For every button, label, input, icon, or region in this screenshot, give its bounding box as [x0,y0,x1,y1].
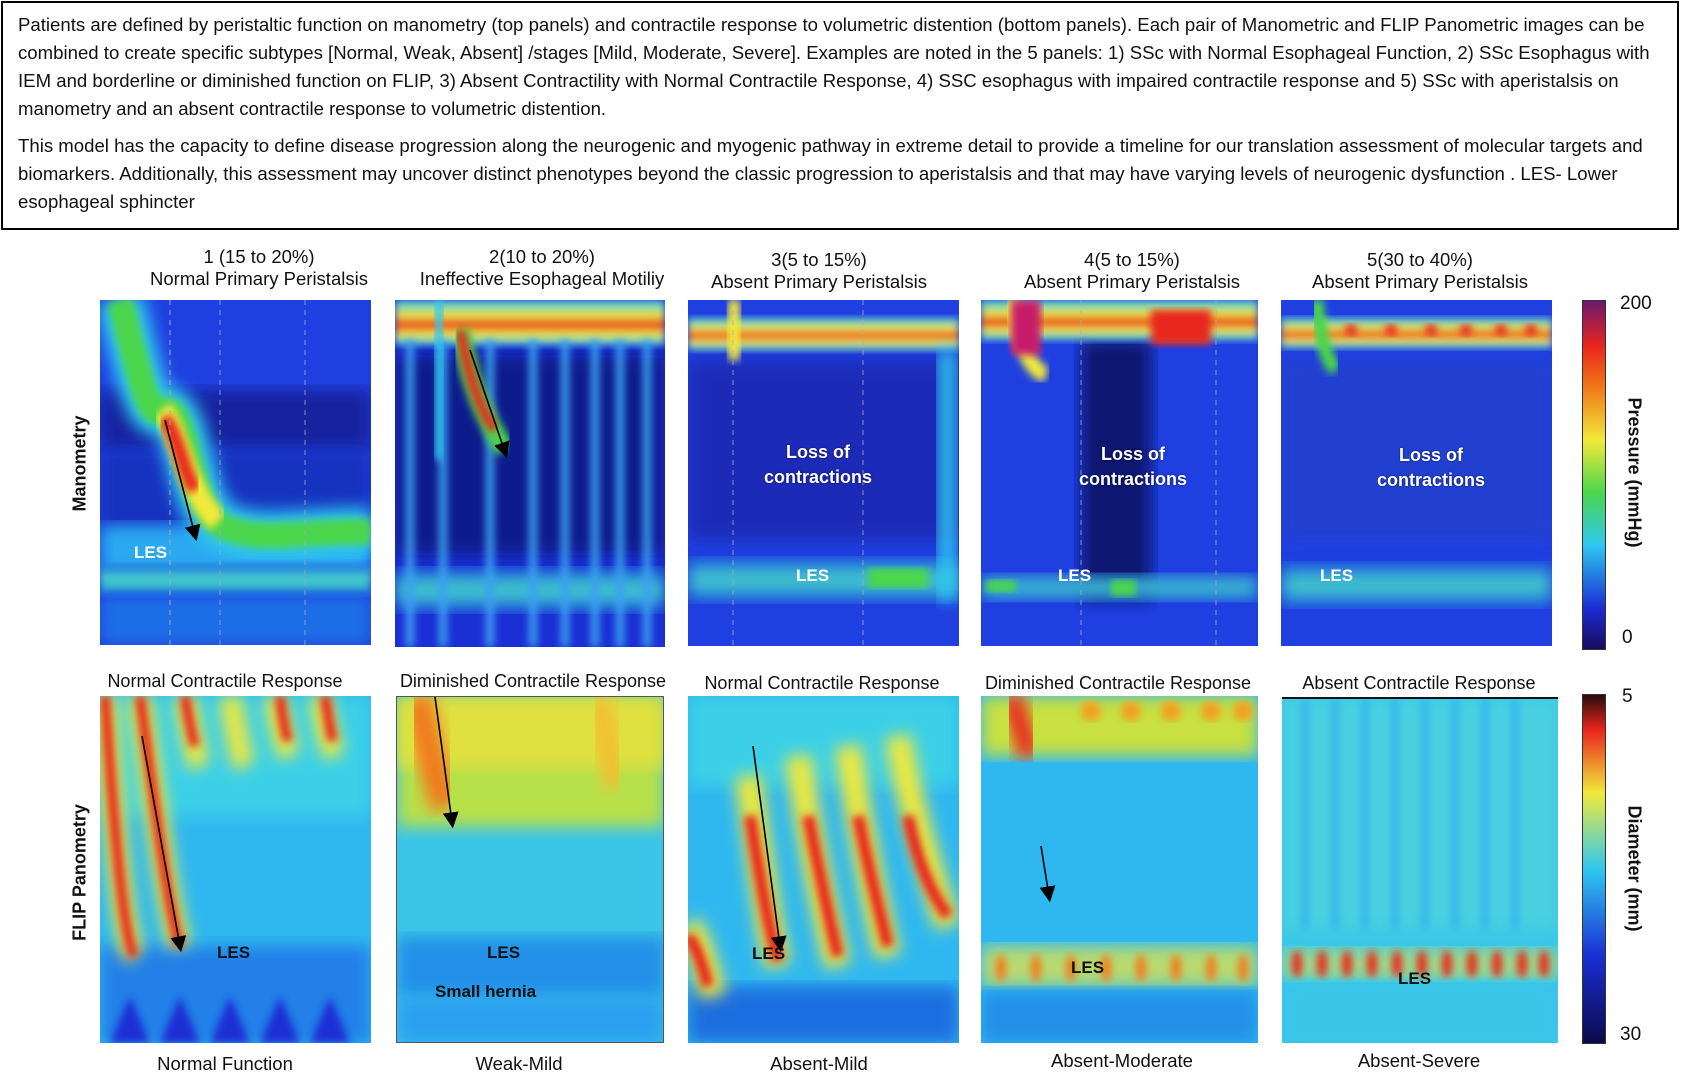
loss-label-5: Loss of contractions [1361,443,1501,493]
les-label-mano-4: LES [1058,566,1092,585]
loss-label-3-line2: contractions [763,467,873,487]
row-label-manometry: Manometry [69,415,90,512]
loss-label-4-line1: Loss of [1100,444,1165,464]
panel-3-header: 3(5 to 15%) Absent Primary Peristalsis [674,249,964,293]
flip-panel-3: LES [688,696,959,1043]
pressure-colorbar-title: Pressure (mmHg) [1624,397,1645,548]
les-label-flip-3: LES [752,944,786,963]
small-hernia-label: Small hernia [435,982,537,1001]
loss-label-3-line1: Loss of [785,442,850,462]
diameter-top-tick: 5 [1622,686,1633,707]
manometry-panel-5: Loss of contractions LES [1281,300,1552,646]
panel-2-stage: Weak-Mild [475,1053,563,1074]
panel-1-stage: Normal Function [157,1053,293,1074]
panel-4-header: 4(5 to 15%) Absent Primary Peristalsis [987,249,1277,293]
manometry-panel-4: Loss of contractions LES [981,300,1258,646]
panel-5-mano-title: Absent Primary Peristalsis [1312,271,1528,292]
diameter-colorbar [1582,694,1606,1044]
panel-2-flip-title: Diminished Contractile Response [399,671,667,691]
les-label-flip-5: LES [1398,969,1432,988]
description-paragraph-2: This model has the capacity to define di… [18,135,1643,212]
les-label-mano-3: LES [796,566,830,585]
pressure-colorbar [1582,300,1606,650]
panel-5-stage: Absent-Severe [1357,1050,1481,1071]
panel-3-number: 3(5 to 15%) [771,249,867,270]
loss-label-4: Loss of contractions [1063,442,1203,492]
pressure-min-tick: 0 [1622,627,1633,648]
loss-label-5-line2: contractions [1376,470,1486,490]
panel-4-mano-title: Absent Primary Peristalsis [1024,271,1240,292]
panel-1-mano-title: Normal Primary Peristalsis [150,268,368,289]
les-label-mano-5: LES [1320,566,1354,585]
flip-panel-5: LES [1282,697,1558,1043]
panel-1-header: 1 (15 to 20%) Normal Primary Peristalsis [114,246,404,290]
panel-1-flip-title: Normal Contractile Response [107,671,343,691]
les-label-flip-4: LES [1071,958,1105,977]
panel-4-flip-title: Diminished Contractile Response [984,673,1252,693]
manometry-panel-2 [395,300,665,647]
description-paragraph-1: Patients are defined by peristaltic func… [18,14,1650,119]
panel-2-header: 2(10 to 20%) Ineffective Esophageal Moti… [397,246,687,290]
les-label-mano-1: LES [134,543,168,562]
flip-panel-4: LES [981,696,1258,1043]
panel-2-number: 2(10 to 20%) [489,246,595,267]
manometry-panel-3: Loss of contractions LES [688,300,959,646]
row-label-flip: FLIP Panometry [69,804,90,941]
les-label-flip-1: LES [217,943,251,962]
panel-3-flip-title: Normal Contractile Response [704,673,940,693]
les-label-flip-2: LES [487,943,521,962]
loss-label-4-line2: contractions [1078,469,1188,489]
panel-1-number: 1 (15 to 20%) [203,246,315,267]
panel-3-mano-title: Absent Primary Peristalsis [711,271,927,292]
loss-label-3: Loss of contractions [748,440,888,490]
panel-4-number: 4(5 to 15%) [1084,249,1180,270]
description-box: Patients are defined by peristaltic func… [1,1,1679,230]
panel-2-mano-title: Ineffective Esophageal Motiliy [419,268,665,289]
panel-5-header: 5(30 to 40%) Absent Primary Peristalsis [1275,249,1565,293]
flip-panel-2: LES Small hernia [396,696,664,1043]
manometry-panel-1: LES [100,300,371,645]
diameter-bottom-tick: 30 [1620,1024,1642,1045]
panel-3-stage: Absent-Mild [770,1053,868,1074]
panel-5-flip-title: Absent Contractile Response [1302,673,1536,693]
pressure-max-tick: 200 [1620,293,1652,314]
flip-panel-1: LES [100,696,371,1043]
loss-label-5-line1: Loss of [1398,445,1463,465]
diameter-colorbar-title: Diameter (mm) [1624,805,1645,932]
panel-4-stage: Absent-Moderate [1051,1050,1193,1071]
panel-5-number: 5(30 to 40%) [1367,249,1473,270]
